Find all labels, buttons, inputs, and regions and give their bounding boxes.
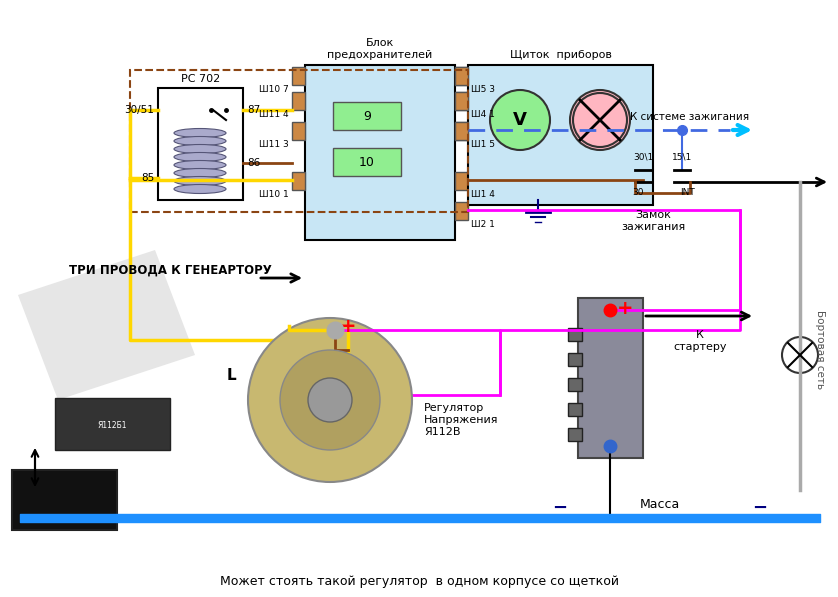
Bar [455,92,468,110]
Text: 15\1: 15\1 [672,153,692,162]
Bar [568,328,582,341]
Text: 9: 9 [363,109,371,122]
Text: Ш2 1: Ш2 1 [471,220,495,229]
Text: 30: 30 [632,188,644,197]
Text: Ш10 7: Ш10 7 [259,85,289,94]
Circle shape [248,318,412,482]
Ellipse shape [174,144,226,153]
Text: 10: 10 [359,155,375,168]
Ellipse shape [174,161,226,170]
Text: 30/51: 30/51 [124,105,154,115]
Text: Ш1 5: Ш1 5 [471,140,495,149]
Circle shape [570,90,630,150]
Bar [305,65,455,240]
Bar [55,398,170,450]
Bar [292,172,305,190]
Text: Ш5 3: Ш5 3 [471,85,495,94]
Text: L: L [226,368,236,383]
Circle shape [490,90,550,150]
Bar [568,428,582,441]
Text: −: − [552,499,567,517]
Circle shape [782,337,818,373]
Text: Щиток  приборов: Щиток приборов [510,50,612,60]
Bar [568,353,582,366]
Bar [568,403,582,416]
Text: Я112Б1: Я112Б1 [97,421,127,430]
Bar [12,470,117,530]
Text: 86: 86 [247,158,261,168]
Text: 87: 87 [247,105,261,115]
Text: −: − [753,499,768,517]
Text: Бортовая сеть: Бортовая сеть [815,310,825,390]
Text: ТРИ ПРОВОДА К ГЕНЕАРТОРУ: ТРИ ПРОВОДА К ГЕНЕАРТОРУ [69,263,272,276]
Text: Блок
предохранителей: Блок предохранителей [328,38,432,60]
Text: К
стартеру: К стартеру [673,330,727,352]
Text: +: + [617,298,634,318]
Text: Регулятор
Напряжения
Я112В: Регулятор Напряжения Я112В [424,404,499,436]
Text: Ш11 4: Ш11 4 [260,110,289,119]
Ellipse shape [174,184,226,193]
Text: INT: INT [680,188,695,197]
Text: Ш1 4: Ш1 4 [471,190,495,199]
Text: −: − [603,439,617,454]
Bar [292,92,305,110]
Text: РС 702: РС 702 [181,74,220,84]
Bar [130,70,468,212]
Text: 30\1: 30\1 [633,153,653,162]
Bar [455,67,468,85]
Circle shape [280,350,380,450]
Ellipse shape [174,128,226,137]
Bar [455,92,468,110]
Bar [333,102,401,130]
Bar [455,122,468,140]
Bar [455,122,468,140]
Bar [455,202,468,220]
Ellipse shape [174,177,226,186]
Ellipse shape [174,168,226,177]
Text: Масса: Масса [640,498,680,512]
Bar [578,298,643,458]
Text: К системе зажигания: К системе зажигания [630,112,749,122]
Bar [158,88,243,200]
Text: 85: 85 [141,173,154,183]
Text: +: + [339,316,356,336]
Ellipse shape [174,152,226,162]
Text: Ш11 3: Ш11 3 [259,140,289,149]
Bar [455,172,468,190]
Circle shape [308,378,352,422]
Bar [468,65,653,205]
Polygon shape [18,250,195,400]
Bar [333,148,401,176]
Bar [292,122,305,140]
Text: Ш10 1: Ш10 1 [259,190,289,199]
Bar [292,67,305,85]
Text: Ш4 1: Ш4 1 [471,110,495,119]
Bar [568,378,582,391]
Text: Замок
зажигания: Замок зажигания [621,210,685,232]
Text: V: V [513,111,527,129]
Ellipse shape [174,137,226,146]
Text: Может стоять такой регулятор  в одном корпусе со щеткой: Может стоять такой регулятор в одном кор… [220,576,618,589]
Bar [455,67,468,85]
